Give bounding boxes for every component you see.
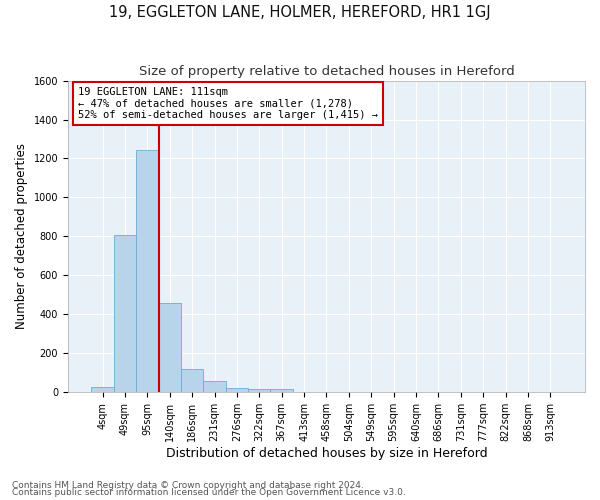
Text: Contains HM Land Registry data © Crown copyright and database right 2024.: Contains HM Land Registry data © Crown c… [12,480,364,490]
Text: 19, EGGLETON LANE, HOLMER, HEREFORD, HR1 1GJ: 19, EGGLETON LANE, HOLMER, HEREFORD, HR1… [109,5,491,20]
X-axis label: Distribution of detached houses by size in Hereford: Distribution of detached houses by size … [166,447,487,460]
Bar [203,381,226,392]
Bar [181,369,203,392]
Bar [248,388,271,392]
Bar [91,388,114,392]
Text: Contains public sector information licensed under the Open Government Licence v3: Contains public sector information licen… [12,488,406,497]
Text: 19 EGGLETON LANE: 111sqm
← 47% of detached houses are smaller (1,278)
52% of sem: 19 EGGLETON LANE: 111sqm ← 47% of detach… [78,87,378,120]
Bar [271,390,293,392]
Bar [114,236,136,392]
Bar [226,388,248,392]
Bar [136,150,158,392]
Bar [158,302,181,392]
Y-axis label: Number of detached properties: Number of detached properties [15,144,28,330]
Title: Size of property relative to detached houses in Hereford: Size of property relative to detached ho… [139,65,514,78]
